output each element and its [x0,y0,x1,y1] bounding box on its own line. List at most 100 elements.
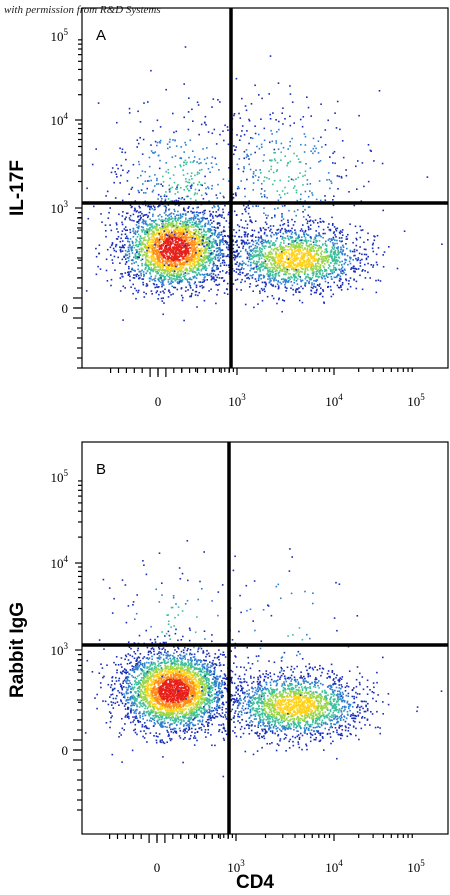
event-dot [324,260,327,262]
event-dot [216,293,218,296]
event-dot [216,247,218,249]
event-dot [121,240,124,242]
event-dot [224,235,227,237]
event-dot [345,169,347,171]
event-dot [143,251,146,253]
event-dot [341,231,343,233]
event-dot [317,284,319,286]
event-dot [263,195,266,198]
event-dot [142,283,145,286]
event-dot [189,295,191,298]
event-dot [298,234,300,236]
event-dot [182,174,185,176]
event-dot [254,220,257,222]
event-dot [185,258,187,260]
event-dot [167,258,169,261]
event-dot [169,218,171,221]
event-dot [272,276,275,278]
event-dot [193,236,196,239]
event-dot [175,238,177,241]
event-dot [144,264,146,266]
event-dot [137,268,139,271]
event-dot [147,235,149,237]
event-dot [178,229,181,232]
event-dot [318,275,321,278]
event-dot [187,219,189,222]
event-dot [270,251,273,254]
event-dot [275,232,277,234]
event-dot [339,232,341,235]
event-dot [283,223,286,225]
event-dot [196,101,199,104]
event-dot [152,270,154,273]
event-dot [284,249,286,251]
event-dot [163,226,165,229]
event-dot [171,186,174,189]
event-dot [179,249,182,252]
event-dot [294,275,296,277]
event-dot [232,239,234,241]
event-dot [138,211,140,214]
event-dot [129,279,131,282]
event-dot [260,182,263,185]
event-dot [273,148,276,151]
event-dot [304,170,307,173]
event-dot [165,234,168,236]
event-dot [336,242,338,245]
event-dot [289,273,291,275]
event-dot [310,267,313,269]
event-dot [188,267,191,270]
event-dot [200,247,203,249]
event-dot [293,240,295,243]
event-dot [159,232,161,234]
event-dot [126,212,129,215]
event-dot [177,260,179,262]
event-dot [173,131,175,134]
event-dot [121,223,124,226]
event-dot [338,240,341,242]
event-dot [142,183,144,185]
event-dot [169,276,171,279]
event-dot [298,245,300,248]
event-dot [188,156,190,159]
event-dot [188,181,191,184]
event-dot [148,232,150,234]
event-dot [155,291,158,294]
event-dot [202,228,205,231]
event-dot [172,281,174,283]
event-dot [183,116,185,119]
event-dot [251,252,254,254]
event-dot [182,264,185,267]
event-dot [164,229,166,231]
event-dot [276,237,278,240]
event-dot [329,228,332,231]
event-dot [135,274,137,276]
event-dot [209,231,211,233]
event-dot [137,233,140,236]
event-dot [322,236,324,239]
event-dot [304,200,306,202]
event-dot [332,259,334,262]
event-dot [293,246,296,249]
event-dot [132,235,135,238]
event-dot [157,183,160,185]
event-dot [156,223,159,226]
event-dot [313,245,315,248]
event-dot [164,198,167,201]
event-dot [305,244,307,246]
event-dot [153,236,156,239]
event-dot [267,270,269,272]
event-dot [198,269,200,271]
event-dot [134,230,137,232]
event-dot [170,294,172,296]
event-dot [175,188,177,190]
event-dot [150,261,152,264]
event-dot [313,255,316,258]
event-dot [261,265,263,268]
event-dot [297,272,300,275]
event-dot [289,278,291,281]
event-dot [186,272,188,274]
event-dot [159,291,162,293]
event-dot [341,283,344,286]
event-dot [302,116,305,118]
